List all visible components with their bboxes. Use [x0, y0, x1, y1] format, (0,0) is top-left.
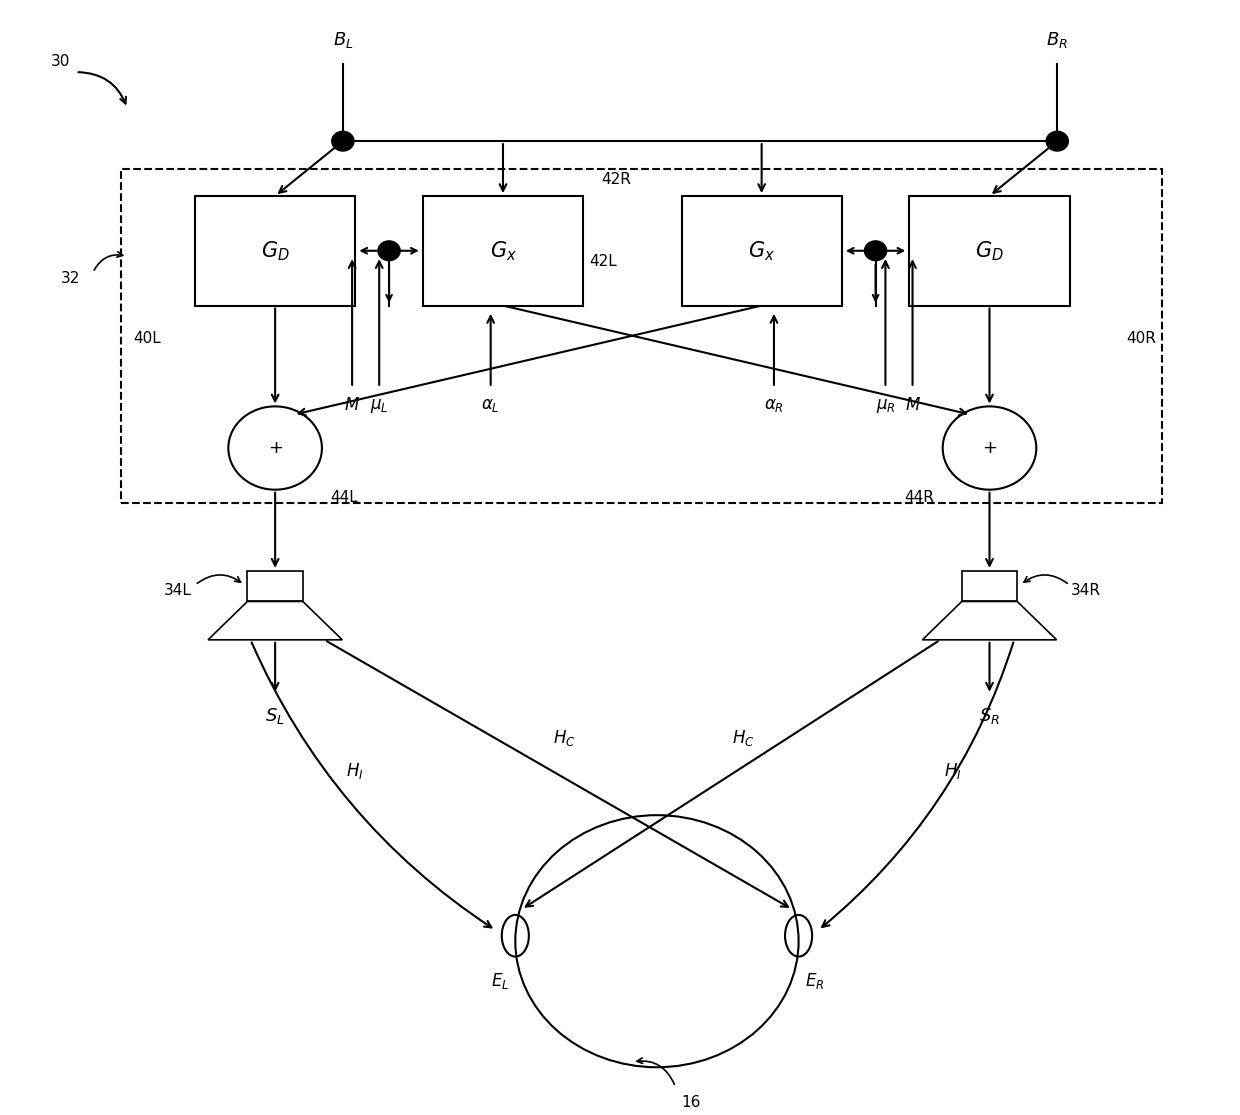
Text: $S_R$: $S_R$	[980, 706, 999, 726]
Circle shape	[378, 241, 401, 261]
Text: $\mu_L$: $\mu_L$	[370, 397, 388, 415]
Text: $B_L$: $B_L$	[332, 30, 353, 50]
Text: 40L: 40L	[134, 331, 161, 346]
Text: $G_x$: $G_x$	[490, 239, 517, 262]
Text: 34R: 34R	[1070, 583, 1100, 598]
Text: $E_L$: $E_L$	[491, 971, 510, 991]
Text: $S_L$: $S_L$	[265, 706, 285, 726]
FancyBboxPatch shape	[682, 196, 842, 306]
Text: 42R: 42R	[601, 172, 631, 187]
Text: $E_R$: $E_R$	[805, 971, 825, 991]
Text: $M$: $M$	[904, 397, 920, 414]
Text: 40R: 40R	[1126, 331, 1156, 346]
Text: $H_C$: $H_C$	[553, 728, 575, 748]
FancyBboxPatch shape	[909, 196, 1070, 306]
Text: $G_x$: $G_x$	[748, 239, 775, 262]
Text: $\alpha_L$: $\alpha_L$	[481, 397, 500, 414]
Text: $B_R$: $B_R$	[1047, 30, 1068, 50]
Text: $H_I$: $H_I$	[346, 762, 365, 782]
Text: $H_C$: $H_C$	[732, 728, 754, 748]
Text: $\mu_R$: $\mu_R$	[875, 397, 895, 415]
Text: $M$: $M$	[345, 397, 360, 414]
FancyBboxPatch shape	[248, 571, 303, 601]
FancyBboxPatch shape	[962, 571, 1017, 601]
Text: 44L: 44L	[331, 489, 358, 505]
Circle shape	[1047, 132, 1069, 151]
Text: $H_I$: $H_I$	[944, 762, 961, 782]
Text: 16: 16	[682, 1095, 701, 1109]
Text: 32: 32	[61, 271, 81, 285]
Circle shape	[864, 241, 887, 261]
Circle shape	[332, 132, 353, 151]
Text: 42L: 42L	[589, 254, 618, 269]
FancyBboxPatch shape	[195, 196, 355, 306]
FancyBboxPatch shape	[423, 196, 583, 306]
Text: 34L: 34L	[164, 583, 192, 598]
Text: +: +	[268, 439, 283, 457]
Text: $\alpha_R$: $\alpha_R$	[764, 397, 784, 414]
Text: $G_D$: $G_D$	[260, 239, 289, 262]
Text: +: +	[982, 439, 997, 457]
Text: 30: 30	[51, 54, 71, 69]
Text: 44R: 44R	[904, 489, 934, 505]
Text: $G_D$: $G_D$	[975, 239, 1004, 262]
